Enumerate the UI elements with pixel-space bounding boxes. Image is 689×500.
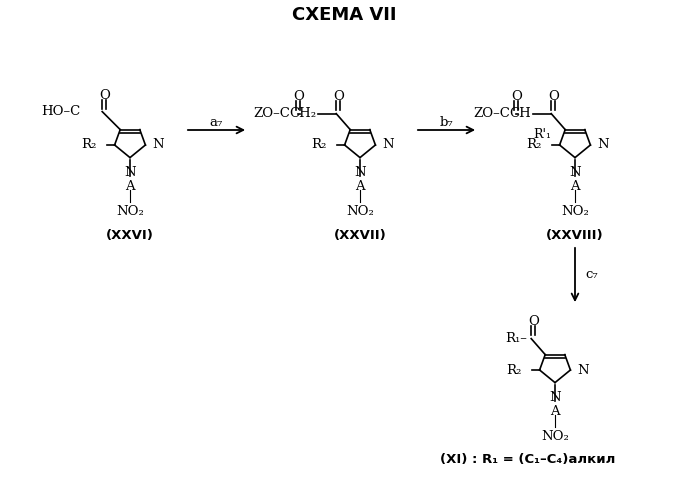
Text: NO₂: NO₂	[346, 204, 374, 218]
Text: N: N	[597, 138, 609, 151]
Text: R₂: R₂	[311, 138, 327, 151]
Text: O: O	[548, 90, 559, 103]
Text: N: N	[569, 166, 581, 178]
Text: N: N	[549, 390, 561, 404]
Text: O: O	[99, 89, 110, 102]
Text: O: O	[293, 90, 304, 103]
Text: c₇: c₇	[585, 268, 598, 281]
Text: ZO–C: ZO–C	[473, 107, 510, 120]
Text: (XXVIII): (XXVIII)	[546, 228, 604, 241]
Text: O: O	[511, 90, 522, 103]
Text: N: N	[152, 138, 164, 151]
Text: (XI) : R₁ = (C₁–C₄)алкил: (XI) : R₁ = (C₁–C₄)алкил	[440, 454, 615, 466]
Text: R₁–: R₁–	[505, 332, 527, 345]
Text: R₂: R₂	[506, 364, 522, 376]
Text: СХЕМА VII: СХЕМА VII	[291, 6, 396, 24]
Text: A: A	[551, 404, 559, 417]
Text: R₂: R₂	[81, 138, 96, 151]
Text: HO–C: HO–C	[41, 105, 80, 118]
Text: N: N	[382, 138, 394, 151]
Text: a₇: a₇	[210, 116, 223, 128]
Text: N: N	[354, 166, 366, 178]
Text: CH: CH	[509, 107, 531, 120]
Text: NO₂: NO₂	[116, 204, 144, 218]
Text: (XXVI): (XXVI)	[106, 228, 154, 241]
Text: R₂: R₂	[526, 138, 542, 151]
Text: NO₂: NO₂	[541, 430, 569, 442]
Text: O: O	[528, 315, 539, 328]
Text: ZO–C: ZO–C	[254, 107, 290, 120]
Text: b₇: b₇	[440, 116, 453, 128]
Text: N: N	[577, 364, 589, 376]
Text: CH₂: CH₂	[289, 107, 316, 120]
Text: A: A	[570, 180, 580, 192]
Text: (XXVII): (XXVII)	[333, 228, 387, 241]
Text: NO₂: NO₂	[561, 204, 589, 218]
Text: N: N	[124, 166, 136, 178]
Text: A: A	[125, 180, 135, 192]
Text: O: O	[333, 90, 344, 103]
Text: R'₁: R'₁	[533, 128, 551, 140]
Text: A: A	[356, 180, 364, 192]
